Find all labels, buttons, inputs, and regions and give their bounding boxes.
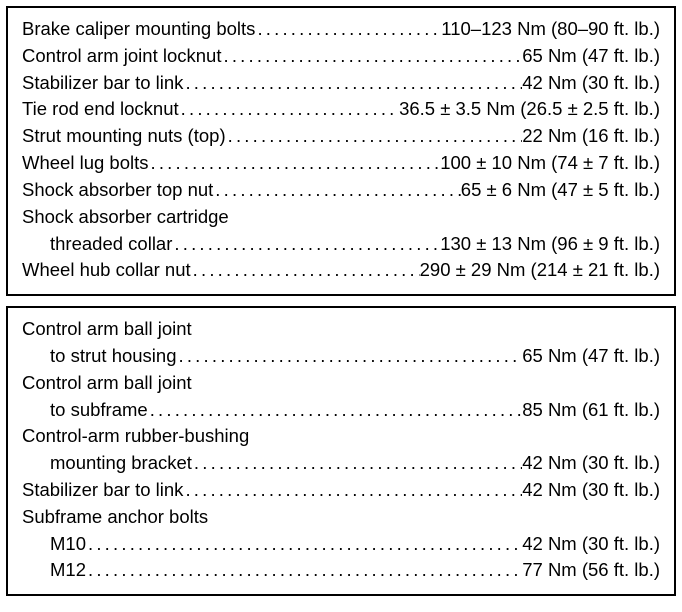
dot-leader: ........................................… — [192, 450, 522, 477]
spec-value: 65 Nm (47 ft. lb.) — [522, 43, 660, 70]
spec-label: Control arm joint locknut — [22, 43, 221, 70]
spec-box-1: Control arm ball jointto strut housing..… — [6, 306, 676, 596]
spec-row: Shock absorber top nut..................… — [22, 177, 660, 204]
spec-row: M12.....................................… — [22, 557, 660, 584]
spec-row: Wheel lug bolts.........................… — [22, 150, 660, 177]
spec-row: Stabilizer bar to link..................… — [22, 70, 660, 97]
spec-label-wrap: M10.....................................… — [22, 531, 522, 558]
spec-label: Tie rod end locknut — [22, 96, 179, 123]
spec-label-wrap: Wheel hub collar nut....................… — [22, 257, 420, 284]
spec-box-0: Brake caliper mounting bolts............… — [6, 6, 676, 296]
spec-value: 77 Nm (56 ft. lb.) — [522, 557, 660, 584]
spec-label-wrap: Stabilizer bar to link..................… — [22, 70, 522, 97]
spec-label-wrap: Brake caliper mounting bolts............… — [22, 16, 441, 43]
dot-leader: ........................................… — [148, 397, 523, 424]
spec-value: 42 Nm (30 ft. lb.) — [522, 531, 660, 558]
spec-row: mounting bracket........................… — [22, 450, 660, 477]
spec-label-wrap: mounting bracket........................… — [22, 450, 522, 477]
spec-label-wrap: Control arm ball joint — [22, 316, 660, 343]
dot-leader: ........................................… — [213, 177, 460, 204]
spec-label: threaded collar — [22, 231, 172, 258]
spec-value: 290 ± 29 Nm (214 ± 21 ft. lb.) — [420, 257, 660, 284]
spec-label: Control arm ball joint — [22, 370, 192, 397]
spec-row: Control arm joint locknut...............… — [22, 43, 660, 70]
spec-label-wrap: Stabilizer bar to link..................… — [22, 477, 522, 504]
spec-label: Shock absorber top nut — [22, 177, 213, 204]
spec-value: 65 ± 6 Nm (47 ± 5 ft. lb.) — [461, 177, 660, 204]
spec-value: 110–123 Nm (80–90 ft. lb.) — [441, 16, 660, 43]
dot-leader: ........................................… — [172, 231, 440, 258]
dot-leader: ........................................… — [221, 43, 522, 70]
spec-label-wrap: to subframe.............................… — [22, 397, 522, 424]
spec-row: Subframe anchor bolts — [22, 504, 660, 531]
spec-label: to strut housing — [22, 343, 177, 370]
spec-label: Subframe anchor bolts — [22, 504, 208, 531]
dot-leader: ........................................… — [86, 557, 522, 584]
spec-row: Wheel hub collar nut....................… — [22, 257, 660, 284]
spec-row: Control-arm rubber-bushing — [22, 423, 660, 450]
spec-row: Control arm ball joint — [22, 370, 660, 397]
spec-label: Stabilizer bar to link — [22, 477, 183, 504]
spec-label: Control arm ball joint — [22, 316, 192, 343]
dot-leader: ........................................… — [177, 343, 523, 370]
spec-label-wrap: Shock absorber top nut..................… — [22, 177, 461, 204]
spec-label: Stabilizer bar to link — [22, 70, 183, 97]
spec-label: Brake caliper mounting bolts — [22, 16, 255, 43]
spec-row: Strut mounting nuts (top)...............… — [22, 123, 660, 150]
dot-leader: ........................................… — [191, 257, 420, 284]
spec-value: 130 ± 13 Nm (96 ± 9 ft. lb.) — [440, 231, 660, 258]
spec-label-wrap: Control arm ball joint — [22, 370, 660, 397]
spec-row: Brake caliper mounting bolts............… — [22, 16, 660, 43]
spec-label-wrap: threaded collar.........................… — [22, 231, 440, 258]
spec-row: to strut housing........................… — [22, 343, 660, 370]
spec-label-wrap: Strut mounting nuts (top)...............… — [22, 123, 522, 150]
spec-row: to subframe.............................… — [22, 397, 660, 424]
spec-label-wrap: Control arm joint locknut...............… — [22, 43, 522, 70]
spec-label: Control-arm rubber-bushing — [22, 423, 249, 450]
spec-value: 22 Nm (16 ft. lb.) — [522, 123, 660, 150]
spec-value: 85 Nm (61 ft. lb.) — [522, 397, 660, 424]
spec-label-wrap: Subframe anchor bolts — [22, 504, 660, 531]
spec-label-wrap: Wheel lug bolts.........................… — [22, 150, 440, 177]
dot-leader: ........................................… — [183, 70, 522, 97]
dot-leader: ........................................… — [183, 477, 522, 504]
spec-label: Wheel hub collar nut — [22, 257, 191, 284]
spec-label-wrap: M12.....................................… — [22, 557, 522, 584]
spec-label: Strut mounting nuts (top) — [22, 123, 226, 150]
spec-label: mounting bracket — [22, 450, 192, 477]
spec-label: M10 — [22, 531, 86, 558]
spec-label-wrap: Tie rod end locknut.....................… — [22, 96, 399, 123]
spec-row: Stabilizer bar to link..................… — [22, 477, 660, 504]
spec-label-wrap: Shock absorber cartridge — [22, 204, 660, 231]
spec-label-wrap: Control-arm rubber-bushing — [22, 423, 660, 450]
spec-label: M12 — [22, 557, 86, 584]
spec-row: threaded collar.........................… — [22, 231, 660, 258]
dot-leader: ........................................… — [148, 150, 440, 177]
dot-leader: ........................................… — [179, 96, 399, 123]
dot-leader: ........................................… — [226, 123, 523, 150]
spec-value: 42 Nm (30 ft. lb.) — [522, 450, 660, 477]
spec-label: Wheel lug bolts — [22, 150, 148, 177]
spec-row: Tie rod end locknut.....................… — [22, 96, 660, 123]
spec-row: M10.....................................… — [22, 531, 660, 558]
spec-value: 36.5 ± 3.5 Nm (26.5 ± 2.5 ft. lb.) — [399, 96, 660, 123]
spec-label-wrap: to strut housing........................… — [22, 343, 522, 370]
spec-row: Control arm ball joint — [22, 316, 660, 343]
spec-label: to subframe — [22, 397, 148, 424]
spec-row: Shock absorber cartridge — [22, 204, 660, 231]
spec-value: 42 Nm (30 ft. lb.) — [522, 70, 660, 97]
spec-value: 42 Nm (30 ft. lb.) — [522, 477, 660, 504]
dot-leader: ........................................… — [86, 531, 522, 558]
spec-value: 100 ± 10 Nm (74 ± 7 ft. lb.) — [440, 150, 660, 177]
dot-leader: ........................................… — [255, 16, 441, 43]
spec-label: Shock absorber cartridge — [22, 204, 229, 231]
spec-value: 65 Nm (47 ft. lb.) — [522, 343, 660, 370]
